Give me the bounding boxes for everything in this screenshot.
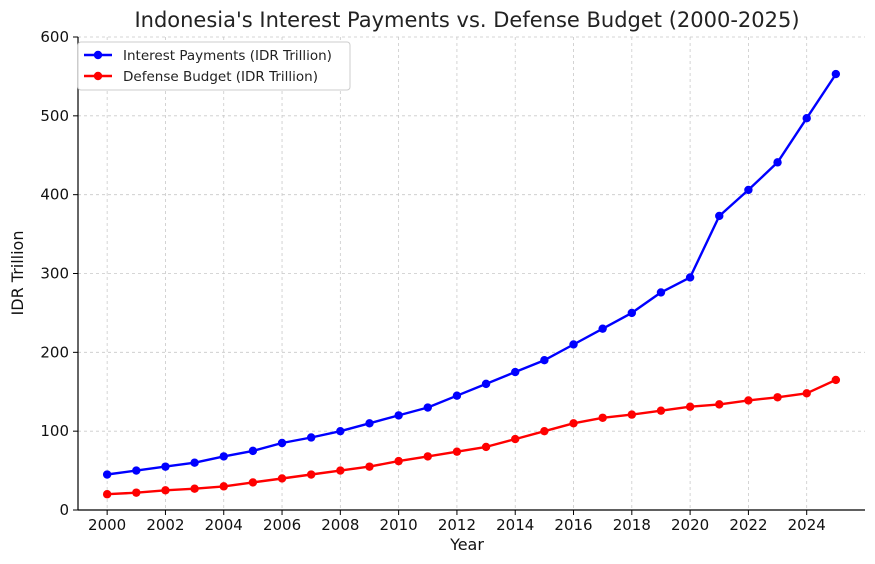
data-point: [481, 379, 491, 389]
data-point: [394, 411, 403, 420]
y-tick-label: 300: [40, 265, 69, 283]
data-point: [569, 340, 578, 349]
data-point: [511, 367, 520, 377]
data-point: [627, 410, 637, 419]
data-point: [802, 389, 811, 398]
data-point: [802, 113, 811, 123]
y-tick-label: 500: [40, 107, 69, 125]
plot-series: [102, 69, 841, 499]
legend-label: Defense Budget (IDR Trillion): [123, 69, 318, 85]
data-point: [511, 434, 520, 444]
data-point: [219, 482, 228, 491]
x-tick-label: 2012: [438, 516, 476, 534]
y-tick-label: 200: [40, 343, 69, 361]
data-point: [277, 474, 287, 483]
x-tick-label: 2010: [380, 516, 418, 534]
legend-box: [77, 41, 351, 91]
y-tick-label: 0: [59, 501, 69, 519]
y-tick-label: 100: [40, 422, 69, 440]
data-point: [423, 452, 432, 461]
x-tick-label: 2016: [554, 516, 592, 534]
data-point: [452, 447, 462, 456]
x-tick-label: 2002: [146, 516, 184, 534]
data-point: [365, 462, 374, 471]
x-tick-label: 2018: [613, 516, 651, 534]
series-line-1: [107, 378, 837, 496]
data-point: [102, 470, 112, 479]
data-point: [569, 419, 578, 428]
data-point: [598, 413, 607, 422]
data-point: [773, 158, 782, 167]
data-point: [102, 490, 112, 499]
data-point: [715, 400, 724, 409]
data-point: [831, 375, 841, 385]
data-point: [481, 442, 491, 452]
data-point: [656, 288, 666, 297]
data-point: [248, 446, 258, 456]
x-tick-label: 2024: [788, 516, 826, 534]
legend: Interest Payments (IDR Trillion) Defense …: [77, 41, 351, 91]
data-point: [598, 324, 607, 333]
data-point: [132, 466, 141, 475]
data-point: [248, 478, 258, 487]
data-point: [715, 211, 724, 221]
data-point: [685, 273, 695, 282]
grid-lines: [78, 36, 865, 511]
legend-label: Interest Payments (IDR Trillion): [123, 48, 332, 64]
data-point: [365, 419, 374, 428]
data-point: [190, 484, 199, 493]
data-point: [161, 462, 170, 471]
data-point: [306, 470, 316, 479]
legend-swatch-marker: [93, 71, 103, 81]
x-tick-label: 2008: [321, 516, 359, 534]
data-point: [277, 438, 287, 448]
data-point: [744, 185, 753, 195]
data-point: [831, 69, 841, 79]
y-tick-label: 600: [40, 28, 69, 46]
x-tick-label: 2014: [496, 516, 534, 534]
data-point: [540, 356, 549, 365]
data-point: [306, 433, 316, 442]
x-tick-label: 2000: [88, 516, 126, 534]
data-point: [161, 486, 170, 495]
data-point: [219, 452, 228, 461]
x-tick-label: 2004: [205, 516, 243, 534]
data-point: [685, 402, 695, 411]
data-point: [540, 426, 549, 436]
data-point: [627, 308, 637, 318]
data-point: [336, 466, 345, 475]
y-tick-label: 400: [40, 186, 69, 204]
chart-title: Indonesia's Interest Payments vs. Defens…: [134, 8, 799, 32]
legend-swatch-marker: [93, 50, 103, 60]
tick-labels: 2000 2002 2004 2006 2008 2010 2012 2014 2016 2018…: [40, 28, 825, 534]
data-point: [132, 488, 141, 497]
data-point: [656, 406, 666, 415]
data-point: [452, 391, 462, 400]
data-point: [423, 403, 432, 412]
x-axis-label: Year: [449, 535, 484, 554]
x-tick-label: 2020: [671, 516, 709, 534]
y-axis-label: IDR Trillion: [8, 231, 27, 316]
data-point: [773, 393, 782, 402]
series-line-0: [106, 73, 837, 476]
data-point: [336, 426, 345, 436]
x-tick-label: 2022: [729, 516, 767, 534]
data-point: [190, 458, 199, 467]
data-point: [744, 396, 753, 405]
x-tick-label: 2006: [263, 516, 301, 534]
data-point: [394, 456, 403, 466]
